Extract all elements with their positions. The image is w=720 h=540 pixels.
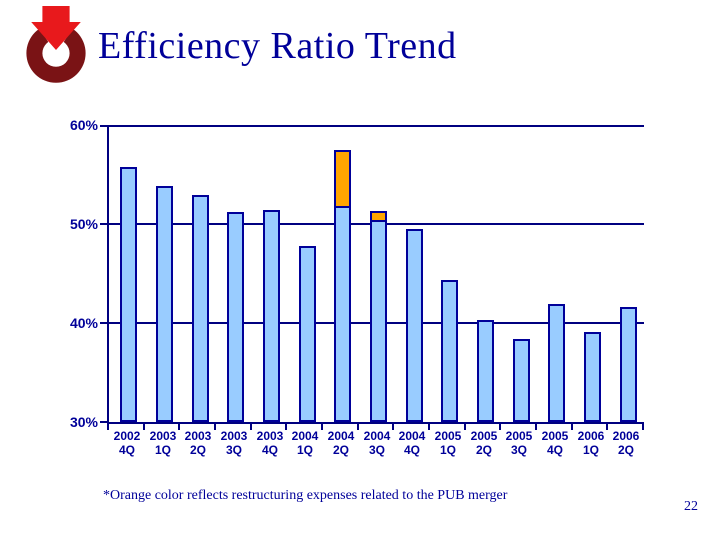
x-axis-label-year: 2003 <box>184 429 212 443</box>
slide-title: Efficiency Ratio Trend <box>98 25 457 67</box>
x-axis-label-2002-4Q: 2002 4Q <box>109 429 145 457</box>
x-axis-tick-4 <box>250 424 252 430</box>
y-axis-label-50: 50% <box>69 216 98 232</box>
x-axis-tick-5 <box>285 424 287 430</box>
x-axis-label-year: 2004 <box>398 429 426 443</box>
bar-2004-2Q-restructuring-segment <box>334 150 351 208</box>
x-axis-label-2006-1Q: 2006 1Q <box>573 429 609 457</box>
x-axis-label-quarter: 2Q <box>475 443 492 457</box>
y-axis-tick-30 <box>100 421 107 423</box>
x-axis-label-2005-1Q: 2005 1Q <box>430 429 466 457</box>
x-axis-label-quarter: 3Q <box>225 443 242 457</box>
y-axis-tick-40 <box>100 322 107 324</box>
x-axis-label-quarter: 1Q <box>154 443 171 457</box>
x-axis-label-2003-2Q: 2003 2Q <box>180 429 216 457</box>
x-axis-label-2005-2Q: 2005 2Q <box>466 429 502 457</box>
x-axis-label-quarter: 4Q <box>118 443 135 457</box>
x-axis-label-quarter: 1Q <box>296 443 313 457</box>
plot-area <box>107 125 644 424</box>
x-axis-label-2006-2Q: 2006 2Q <box>608 429 644 457</box>
x-axis-label-year: 2004 <box>327 429 355 443</box>
x-axis-label-2004-3Q: 2004 3Q <box>359 429 395 457</box>
bar-2003-1Q <box>156 186 173 422</box>
x-axis-tick-13 <box>571 424 573 430</box>
company-logo-icon <box>16 6 96 86</box>
x-axis-tick-11 <box>499 424 501 430</box>
x-axis-label-2003-4Q: 2003 4Q <box>252 429 288 457</box>
bar-2004-4Q <box>406 229 423 422</box>
bar-2005-4Q <box>548 304 565 422</box>
x-axis-tick-12 <box>535 424 537 430</box>
x-axis-label-year: 2006 <box>612 429 640 443</box>
x-axis-tick-2 <box>178 424 180 430</box>
x-axis-label-year: 2005 <box>505 429 533 443</box>
x-axis-label-year: 2005 <box>470 429 498 443</box>
x-axis-label-quarter: 1Q <box>439 443 456 457</box>
x-axis-label-year: 2002 <box>113 429 141 443</box>
y-axis-tick-60 <box>100 125 107 127</box>
bar-2005-3Q <box>513 339 530 422</box>
x-axis-label-2004-1Q: 2004 1Q <box>287 429 323 457</box>
x-axis-tick-6 <box>321 424 323 430</box>
x-axis-label-2004-4Q: 2004 4Q <box>394 429 430 457</box>
x-axis-label-quarter: 3Q <box>510 443 527 457</box>
bar-2004-2Q <box>334 206 351 422</box>
x-axis-label-year: 2005 <box>541 429 569 443</box>
x-axis-tick-7 <box>357 424 359 430</box>
footnote-text: *Orange color reflects restructuring exp… <box>103 488 508 503</box>
bar-2004-3Q-restructuring-segment <box>370 211 387 222</box>
bar-2003-2Q <box>192 195 209 422</box>
x-axis-label-quarter: 2Q <box>617 443 634 457</box>
x-axis-tick-8 <box>392 424 394 430</box>
bar-2005-1Q <box>441 280 458 422</box>
x-axis-tick-3 <box>214 424 216 430</box>
x-axis-tick-9 <box>428 424 430 430</box>
x-axis-tick-10 <box>464 424 466 430</box>
bar-2004-1Q <box>299 246 316 422</box>
x-axis-label-2003-1Q: 2003 1Q <box>145 429 181 457</box>
y-axis-label-60: 60% <box>69 117 98 133</box>
bar-2003-3Q <box>227 212 244 422</box>
x-axis-tick-0 <box>107 424 109 430</box>
x-axis-label-year: 2004 <box>291 429 319 443</box>
x-axis-label-quarter: 4Q <box>403 443 420 457</box>
x-axis-label-2005-4Q: 2005 4Q <box>537 429 573 457</box>
bar-2003-4Q <box>263 210 280 422</box>
y-axis-label-40: 40% <box>69 315 98 331</box>
x-axis-label-quarter: 2Q <box>189 443 206 457</box>
x-axis-label-2004-2Q: 2004 2Q <box>323 429 359 457</box>
x-axis-label-quarter: 3Q <box>368 443 385 457</box>
x-axis-tick-14 <box>606 424 608 430</box>
x-axis-label-year: 2004 <box>363 429 391 443</box>
logo-svg <box>24 6 88 83</box>
gridline-60 <box>109 125 644 127</box>
x-axis-tick-15 <box>642 424 644 430</box>
x-axis-label-2003-3Q: 2003 3Q <box>216 429 252 457</box>
x-axis-tick-1 <box>143 424 145 430</box>
x-axis-label-year: 2003 <box>149 429 177 443</box>
x-axis-label-year: 2006 <box>577 429 605 443</box>
x-axis-label-2005-3Q: 2005 3Q <box>501 429 537 457</box>
page-number: 22 <box>684 499 698 514</box>
bar-2006-1Q <box>584 332 601 422</box>
x-axis-label-quarter: 2Q <box>332 443 349 457</box>
bar-2004-3Q <box>370 220 387 422</box>
bar-2002-4Q <box>120 167 137 422</box>
y-axis-label-30: 30% <box>69 414 98 430</box>
y-axis-tick-50 <box>100 223 107 225</box>
x-axis-label-quarter: 4Q <box>546 443 563 457</box>
bar-2006-2Q <box>620 307 637 422</box>
x-axis-label-quarter: 4Q <box>261 443 278 457</box>
x-axis-label-year: 2003 <box>220 429 248 443</box>
bar-2005-2Q <box>477 320 494 422</box>
x-axis-label-quarter: 1Q <box>582 443 599 457</box>
x-axis-label-year: 2003 <box>256 429 284 443</box>
x-axis-label-year: 2005 <box>434 429 462 443</box>
